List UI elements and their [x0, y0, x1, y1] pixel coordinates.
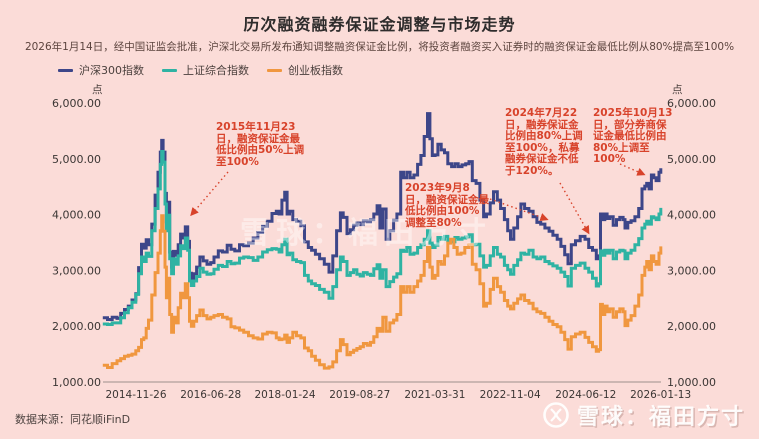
y-tick-label-right: 6,000.00 — [667, 97, 716, 110]
annotation-note-2: 2024年7月22日，融券保证金比例由80%上调至100%，私募融券保证金不低于… — [505, 107, 583, 177]
y-tick-label-left: 3,000.00 — [52, 264, 101, 277]
x-tick-label: 2016-06-28 — [180, 389, 241, 401]
y-tick-label-right: 4,000.00 — [667, 209, 716, 222]
y-tick-label-right: 5,000.00 — [667, 153, 716, 166]
y-tick-label-right: 3,000.00 — [667, 264, 716, 277]
y-tick-label-left: 2,000.00 — [52, 320, 101, 333]
legend-swatch-hs300 — [58, 68, 73, 72]
x-tick-label: 2014-11-26 — [105, 389, 166, 401]
legend-label-sse: 上证综合指数 — [183, 64, 249, 77]
legend-swatch-chinext — [267, 68, 282, 72]
brand-watermark: 雪球：福田方寸 — [541, 399, 745, 431]
brand-watermark-text: 雪球：福田方寸 — [576, 405, 745, 430]
annotation-note-3: 2025年10月13日，部分券商保证金最低比例由80%上调至100% — [593, 107, 673, 166]
legend-label-hs300: 沪深300指数 — [79, 64, 144, 77]
x-tick-label: 2021-03-31 — [404, 389, 465, 401]
y-tick-label-right: 1,000.00 — [667, 376, 716, 389]
series-line-2 — [102, 214, 663, 370]
y-tick-label-left: 5,000.00 — [52, 153, 101, 166]
y-tick-label-left: 6,000.00 — [52, 97, 101, 110]
y-axis-unit-left: 点 — [92, 84, 103, 96]
legend-item-chinext: 创业板指数 — [267, 62, 343, 78]
page-title: 历次融资融券保证金调整与市场走势 — [243, 15, 516, 34]
y-tick-label-left: 1,000.00 — [52, 376, 101, 389]
legend-item-hs300: 沪深300指数 — [58, 62, 144, 78]
annotation-arrow-2 — [559, 182, 590, 235]
annotation-note-0: 2015年11月23日，融资保证金最低比例由50%上调至100% — [216, 121, 305, 168]
legend-item-sse: 上证综合指数 — [162, 62, 249, 78]
x-tick-label: 2019-08-27 — [329, 389, 390, 401]
legend-label-chinext: 创业板指数 — [288, 64, 343, 77]
data-source-label: 数据来源：同花顺iFinD — [15, 413, 131, 426]
series-line-0 — [102, 112, 663, 321]
annotation-note-1: 2023年9月8日，融资保证金最低比例由100%调整至80% — [405, 182, 489, 229]
annotation-arrow-1 — [489, 198, 549, 222]
y-tick-label-left: 4,000.00 — [52, 209, 101, 222]
y-axis-unit-right: 点 — [672, 84, 683, 96]
chart-legend: 沪深300指数 上证综合指数 创业板指数 — [58, 62, 343, 78]
x-tick-label: 2026-01-13 — [630, 389, 691, 401]
xueqiu-logo-icon — [543, 402, 569, 428]
x-tick-label: 2024-06-12 — [555, 389, 616, 401]
y-tick-label-right: 2,000.00 — [667, 320, 716, 333]
legend-swatch-sse — [162, 68, 177, 72]
annotation-arrow-0 — [190, 171, 229, 217]
series-line-1 — [102, 150, 663, 326]
chart-subtitle: 2026年1月14日，经中国证监会批准，沪深北交易所发布通知调整融资保证金比例，… — [24, 41, 735, 53]
x-tick-label: 2022-11-04 — [480, 389, 541, 401]
x-tick-label: 2018-01-24 — [255, 389, 316, 401]
